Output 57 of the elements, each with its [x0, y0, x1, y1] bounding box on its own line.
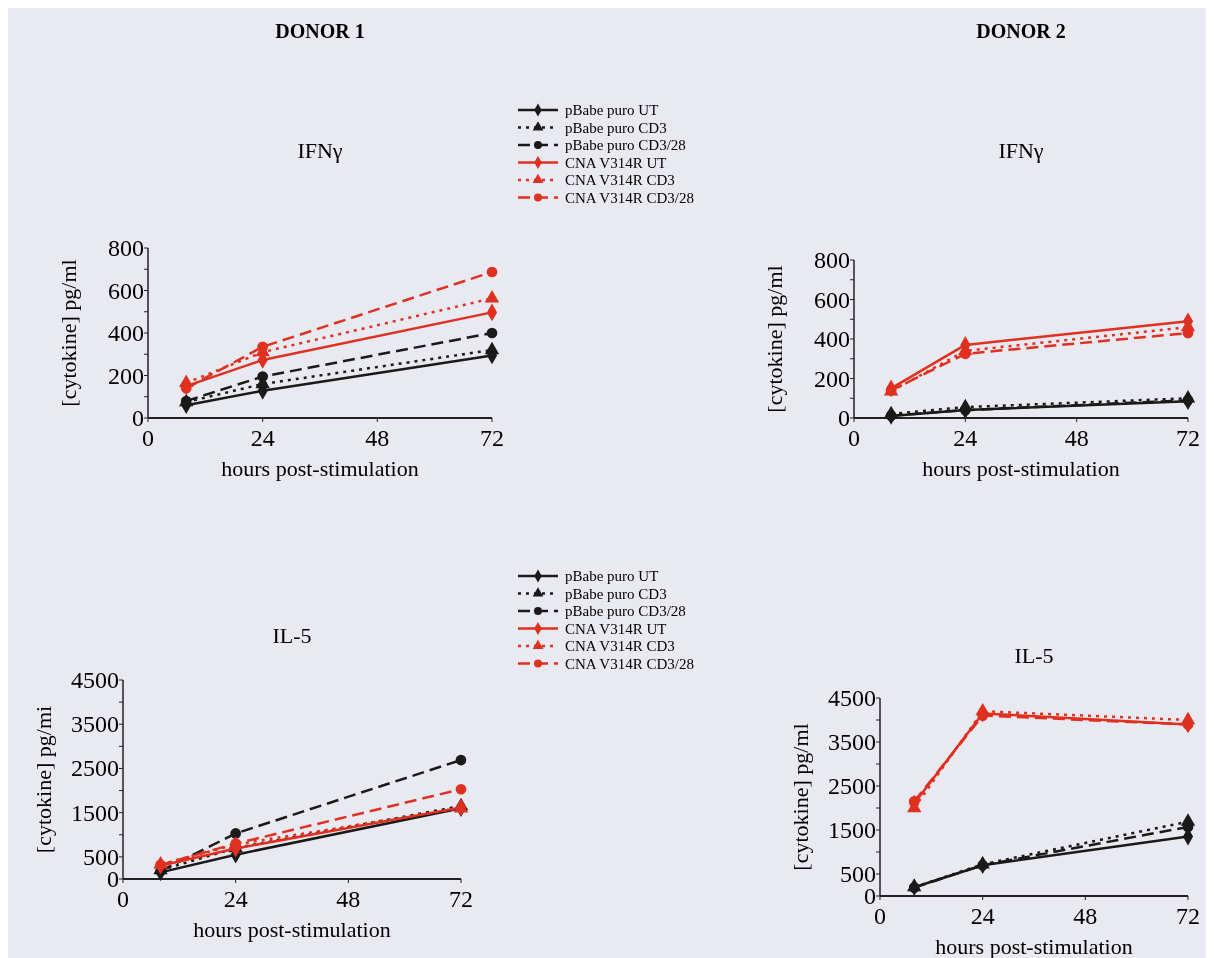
y-tick-label: 400 — [108, 320, 144, 346]
chart-title: DONOR 2 — [976, 20, 1066, 42]
legend-label: pBabe puro CD3/28 — [565, 137, 686, 153]
x-tick-label: 24 — [953, 425, 978, 451]
legend-label: CNA V314R UT — [565, 154, 667, 171]
legend-label: CNA V314R CD3/28 — [565, 655, 694, 672]
x-tick-label: 24 — [970, 903, 995, 929]
y-tick-label: 400 — [814, 326, 850, 352]
legend-label: pBabe puro UT — [565, 568, 659, 584]
x-axis-title: hours post-stimulation — [922, 456, 1120, 481]
legend-label: CNA V314R CD3 — [565, 172, 675, 188]
y-tick-label: 3500 — [828, 729, 876, 755]
y-tick-label: 500 — [840, 861, 876, 887]
x-tick-label: 72 — [1176, 903, 1200, 929]
y-tick-label: 2500 — [828, 773, 876, 799]
legend-label: CNA V314R CD3/28 — [565, 189, 694, 206]
legend-label: CNA V314R UT — [565, 620, 667, 637]
x-tick-label: 48 — [1064, 425, 1089, 451]
chart-title: IL-5 — [272, 623, 312, 648]
y-tick-label: 0 — [132, 405, 144, 431]
legend-label: pBabe puro UT — [565, 102, 659, 118]
y-tick-label: 1500 — [71, 799, 119, 826]
y-tick-label: 0 — [838, 405, 850, 431]
y-axis-title: [cytokine] pg/mi — [31, 705, 56, 854]
x-axis-title: hours post-stimulation — [193, 917, 391, 942]
x-tick-label: 48 — [336, 886, 361, 912]
y-tick-label: 200 — [108, 362, 144, 389]
y-tick-label: 800 — [814, 247, 850, 273]
y-axis-title: [cytokine] pg/ml — [762, 265, 787, 413]
y-tick-label: 4500 — [828, 685, 876, 711]
x-tick-label: 72 — [1176, 425, 1200, 451]
chart-subtitle: IFNγ — [297, 138, 343, 163]
x-axis-title: hours post-stimulation — [935, 934, 1133, 958]
y-tick-label: 4500 — [71, 667, 119, 693]
x-tick-label: 24 — [250, 425, 275, 451]
x-tick-label: 48 — [1073, 903, 1098, 929]
x-tick-label: 72 — [449, 886, 473, 912]
chart-title: DONOR 1 — [275, 20, 365, 42]
chart-subtitle: IFNγ — [998, 138, 1044, 163]
legend-label: CNA V314R CD3 — [565, 638, 675, 654]
y-tick-label: 2500 — [71, 755, 119, 782]
y-tick-label: 3500 — [71, 711, 119, 738]
y-axis-title: [cytokine] pg/ml — [788, 723, 813, 871]
x-axis-title: hours post-stimulation — [221, 456, 419, 481]
y-tick-label: 600 — [108, 277, 144, 304]
legend-label: pBabe puro CD3 — [565, 119, 667, 136]
y-tick-label: 1500 — [828, 817, 876, 843]
y-tick-label: 600 — [814, 286, 850, 313]
legend-label: pBabe puro CD3/28 — [565, 603, 686, 619]
y-tick-label: 800 — [108, 235, 144, 261]
chart-title: IL-5 — [1014, 643, 1054, 668]
x-tick-label: 24 — [223, 886, 248, 912]
x-tick-label: 72 — [480, 425, 504, 451]
legend-label: pBabe puro CD3 — [565, 585, 667, 602]
x-tick-label: 48 — [365, 425, 390, 451]
y-axis-title: [cytokine] pg/ml — [56, 259, 81, 407]
y-tick-label: 200 — [814, 365, 850, 392]
